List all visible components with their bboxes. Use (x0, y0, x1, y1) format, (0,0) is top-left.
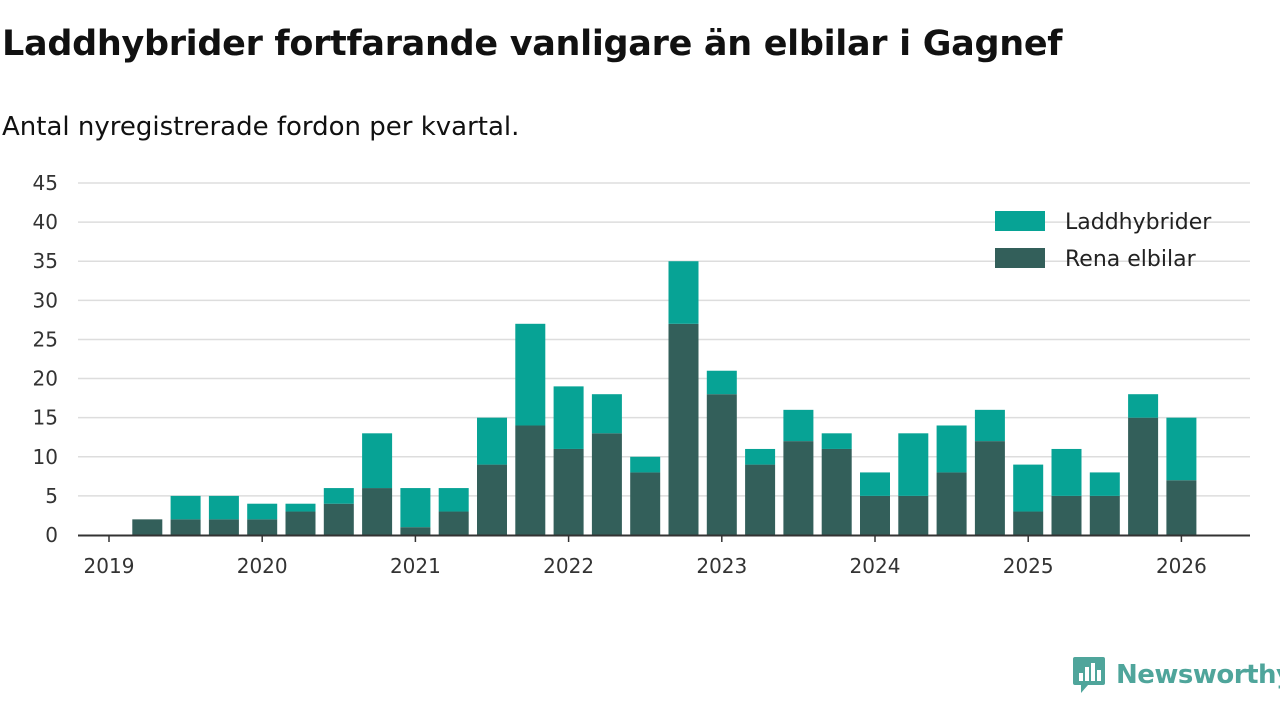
bar-laddhybrider (974, 409, 1005, 442)
bar-rena-elbilar (170, 519, 201, 535)
bar-laddhybrider (285, 503, 316, 512)
bar-laddhybrider (1013, 464, 1044, 512)
bar-laddhybrider (247, 503, 278, 520)
newsworthy-logo-icon (1073, 657, 1105, 693)
x-tick-label: 2023 (696, 554, 747, 578)
x-tick-label: 2025 (1003, 554, 1054, 578)
bar-rena-elbilar (1013, 511, 1044, 535)
bar-rena-elbilar (247, 519, 278, 535)
bar-rena-elbilar (821, 448, 852, 535)
bar-rena-elbilar (860, 495, 890, 535)
bar-laddhybrider (668, 261, 699, 324)
bar-rena-elbilar (132, 519, 163, 535)
y-axis: 0 5 10 15 20 25 30 35 40 45 (33, 171, 58, 547)
y-tick-label: 20 (33, 367, 58, 391)
gridlines (78, 182, 1250, 497)
bar-laddhybrider (630, 456, 661, 473)
bar-rena-elbilar (630, 472, 661, 535)
bar-laddhybrider (936, 425, 967, 473)
x-tick-label: 2021 (390, 554, 441, 578)
bar-rena-elbilar (515, 425, 546, 535)
bar-rena-elbilar (668, 323, 699, 535)
bar-rena-elbilar (553, 448, 584, 535)
bar-rena-elbilar (400, 527, 431, 535)
bar-rena-elbilar (323, 503, 354, 535)
bar-rena-elbilar (285, 511, 316, 535)
bar-laddhybrider (821, 433, 852, 449)
bar-laddhybrider (1128, 394, 1159, 418)
bar-laddhybrider (783, 409, 814, 442)
bar-laddhybrider (362, 433, 393, 489)
bar-laddhybrider (591, 394, 622, 434)
bar-rena-elbilar (974, 441, 1005, 535)
bar-laddhybrider (438, 488, 469, 512)
y-tick-label: 45 (33, 171, 58, 195)
chart-title: Laddhybrider fortfarande vanligare än el… (2, 24, 1063, 64)
bar-laddhybrider (898, 433, 929, 496)
y-tick-label: 10 (33, 445, 58, 469)
x-axis: 2019 2020 2021 2022 2023 2024 2025 2026 (84, 535, 1207, 578)
bar-rena-elbilar (362, 488, 393, 535)
bar-rena-elbilar (1089, 495, 1120, 535)
bar-rena-elbilar (745, 464, 776, 535)
bar-laddhybrider (477, 417, 507, 465)
bar-laddhybrider (860, 472, 890, 496)
bar-rena-elbilar (1128, 417, 1159, 535)
bar-laddhybrider (323, 488, 354, 504)
bar-rena-elbilar (706, 394, 737, 535)
legend-label: Rena elbilar (1065, 247, 1197, 272)
y-tick-label: 25 (33, 327, 58, 351)
bar-laddhybrider (706, 370, 737, 395)
bar-laddhybrider (1051, 448, 1082, 496)
bar-laddhybrider (1089, 472, 1120, 496)
bar-rena-elbilar (1051, 495, 1082, 535)
bar-rena-elbilar (477, 464, 507, 535)
bars (132, 261, 1197, 535)
bar-rena-elbilar (591, 433, 622, 535)
bar-laddhybrider (553, 386, 584, 449)
bar-rena-elbilar (1166, 480, 1197, 535)
x-tick-label: 2024 (850, 554, 901, 578)
bar-laddhybrider (515, 323, 546, 426)
bar-laddhybrider (1166, 417, 1197, 481)
x-tick-label: 2020 (237, 554, 288, 578)
y-tick-label: 0 (45, 523, 58, 547)
bar-rena-elbilar (783, 441, 814, 535)
legend-label: Laddhybrider (1065, 210, 1212, 235)
y-tick-label: 35 (33, 249, 58, 273)
bar-rena-elbilar (898, 495, 929, 535)
brand-name: Newsworthy (1116, 660, 1280, 690)
x-tick-label: 2019 (84, 554, 135, 578)
y-tick-label: 30 (33, 288, 58, 312)
legend-swatch (995, 211, 1045, 231)
bar-rena-elbilar (438, 511, 469, 535)
chart-subtitle: Antal nyregistrerade fordon per kvartal. (2, 112, 520, 142)
legend: Laddhybrider Rena elbilar (995, 210, 1212, 272)
bar-rena-elbilar (936, 472, 967, 535)
x-tick-label: 2026 (1156, 554, 1207, 578)
brand-logo: Newsworthy (1072, 655, 1280, 695)
bar-laddhybrider (208, 495, 239, 520)
y-tick-label: 5 (45, 484, 58, 508)
y-tick-label: 40 (33, 210, 58, 234)
y-tick-label: 15 (33, 406, 58, 430)
bar-laddhybrider (170, 495, 201, 520)
legend-swatch (995, 248, 1045, 268)
bar-laddhybrider (745, 448, 776, 465)
x-tick-label: 2022 (543, 554, 594, 578)
bar-laddhybrider (400, 488, 431, 528)
bar-rena-elbilar (208, 519, 239, 535)
